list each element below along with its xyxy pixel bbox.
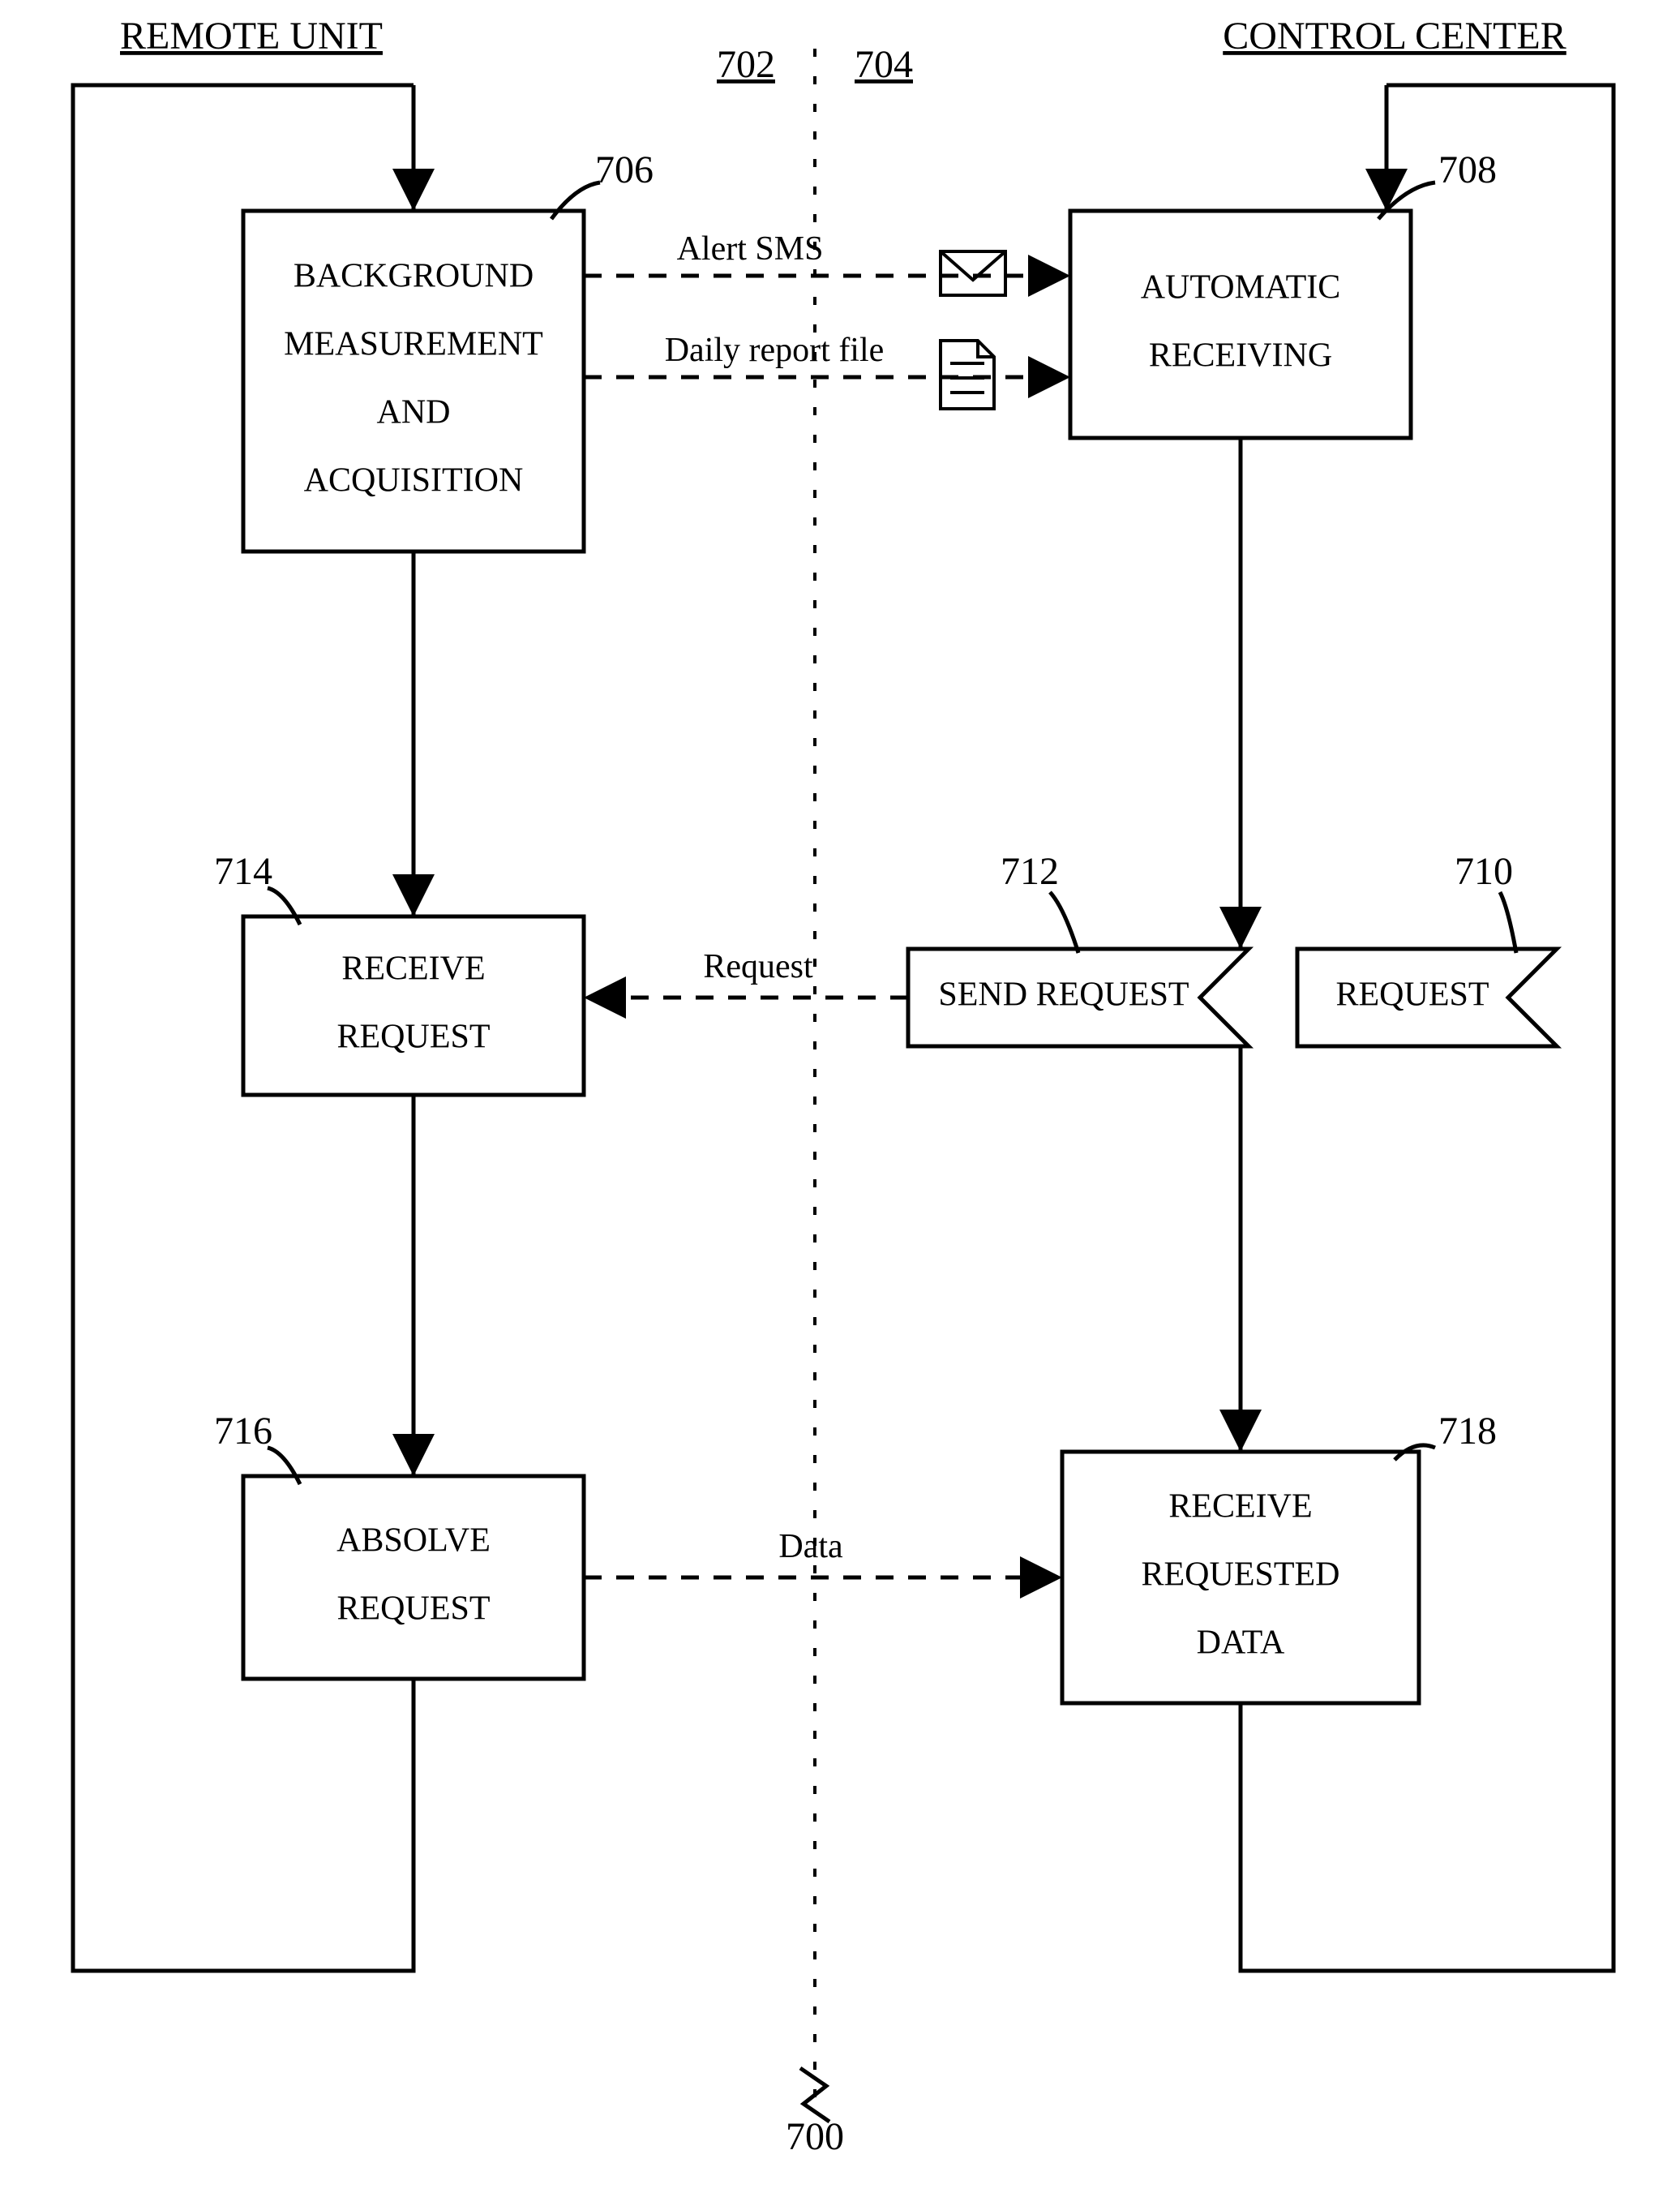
node-n718-line-2: DATA	[1197, 1624, 1285, 1662]
edge-data-label: Data	[778, 1528, 843, 1565]
ref-708: 708	[1438, 148, 1497, 191]
node-n716-line-1: REQUEST	[337, 1590, 491, 1628]
node-n718-line-0: RECEIVE	[1168, 1488, 1312, 1526]
edge-alert-sms-label: Alert SMS	[677, 230, 824, 268]
node-n714-line-0: RECEIVE	[341, 951, 485, 988]
ref-710: 710	[1455, 850, 1513, 893]
node-n706-line-2: AND	[377, 394, 451, 431]
ref-704: 704	[855, 43, 913, 86]
ref-702: 702	[717, 43, 775, 86]
node-n706-line-3: ACQUISITION	[304, 462, 524, 500]
ref-714: 714	[214, 850, 272, 893]
node-n708-line-0: AUTOMATIC	[1141, 269, 1341, 307]
node-n708: AUTOMATIC RECEIVING 708	[1070, 148, 1497, 438]
node-n706: BACKGROUND MEASUREMENT AND ACQUISITION 706	[243, 148, 654, 552]
node-n716-line-0: ABSOLVE	[336, 1522, 491, 1560]
node-n714-line-1: REQUEST	[337, 1019, 491, 1056]
node-n716: ABSOLVE REQUEST 716	[214, 1410, 584, 1679]
ref-718: 718	[1438, 1410, 1497, 1453]
edge-data: Data	[584, 1528, 1062, 1577]
node-n706-line-1: MEASUREMENT	[284, 326, 543, 363]
node-n718: RECEIVE REQUESTED DATA 718	[1062, 1410, 1497, 1703]
node-n712: SEND REQUEST 712	[908, 850, 1249, 1046]
node-n710: REQUEST 710	[1297, 850, 1557, 1046]
node-n712-line-0: SEND REQUEST	[938, 976, 1189, 1014]
figure-zigzag	[800, 2068, 829, 2122]
header-remote-unit: REMOTE UNIT	[120, 15, 383, 58]
node-n718-line-1: REQUESTED	[1142, 1556, 1340, 1594]
ref-716: 716	[214, 1410, 272, 1453]
header-control-center: CONTROL CENTER	[1223, 15, 1566, 58]
edge-request: Request	[584, 948, 908, 998]
edge-daily-report: Daily report file	[584, 332, 1070, 409]
node-n710-line-0: REQUEST	[1336, 976, 1489, 1014]
edge-request-label: Request	[703, 948, 813, 985]
ref-712: 712	[1001, 850, 1059, 893]
ref-706: 706	[595, 148, 654, 191]
edge-daily-report-label: Daily report file	[665, 332, 885, 369]
edge-alert-sms: Alert SMS	[584, 230, 1070, 295]
node-n708-line-1: RECEIVING	[1149, 337, 1332, 375]
ref-700: 700	[786, 2115, 844, 2158]
node-n706-line-0: BACKGROUND	[294, 258, 534, 295]
